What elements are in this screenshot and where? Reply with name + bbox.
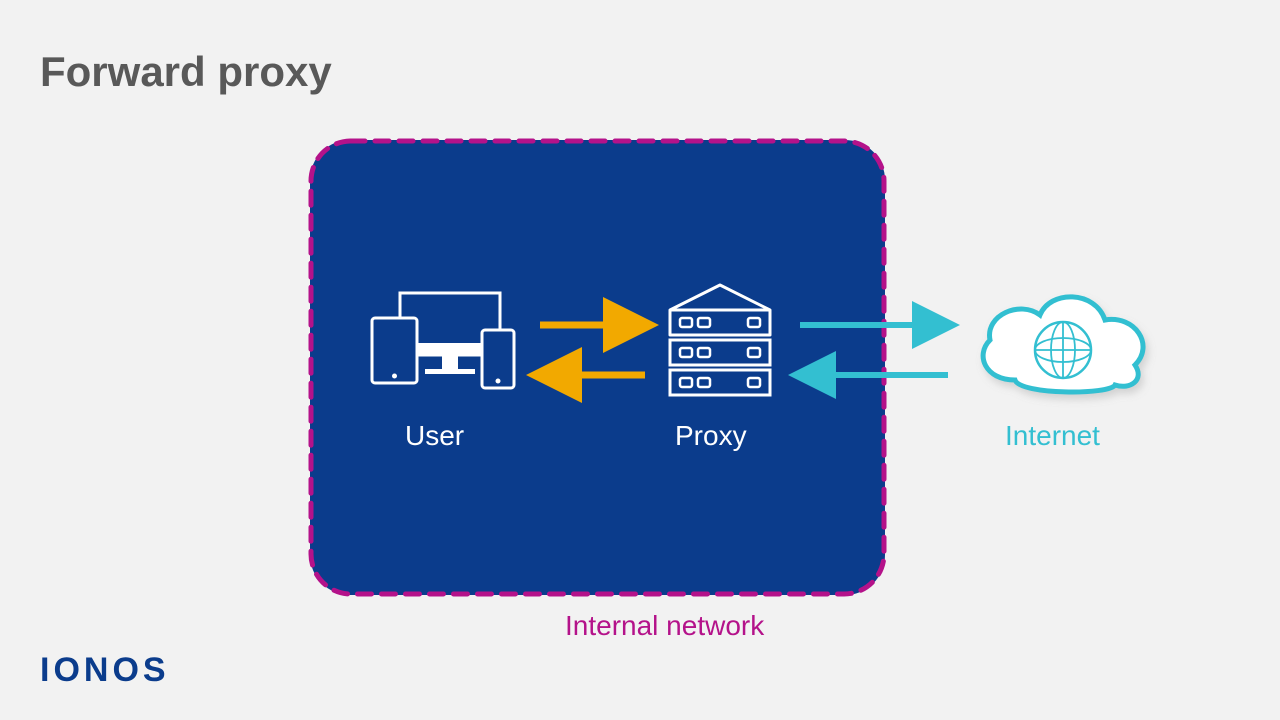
ionos-logo: IONOS: [40, 651, 170, 690]
internet-cloud-icon: [965, 280, 1165, 420]
internet-label: Internet: [1005, 420, 1100, 452]
proxy-label: Proxy: [675, 420, 747, 452]
internal-network-label: Internal network: [565, 610, 764, 642]
user-label: User: [405, 420, 464, 452]
user-devices-icon: [370, 288, 520, 398]
proxy-server-icon: [660, 280, 780, 400]
page-title: Forward proxy: [40, 48, 332, 96]
